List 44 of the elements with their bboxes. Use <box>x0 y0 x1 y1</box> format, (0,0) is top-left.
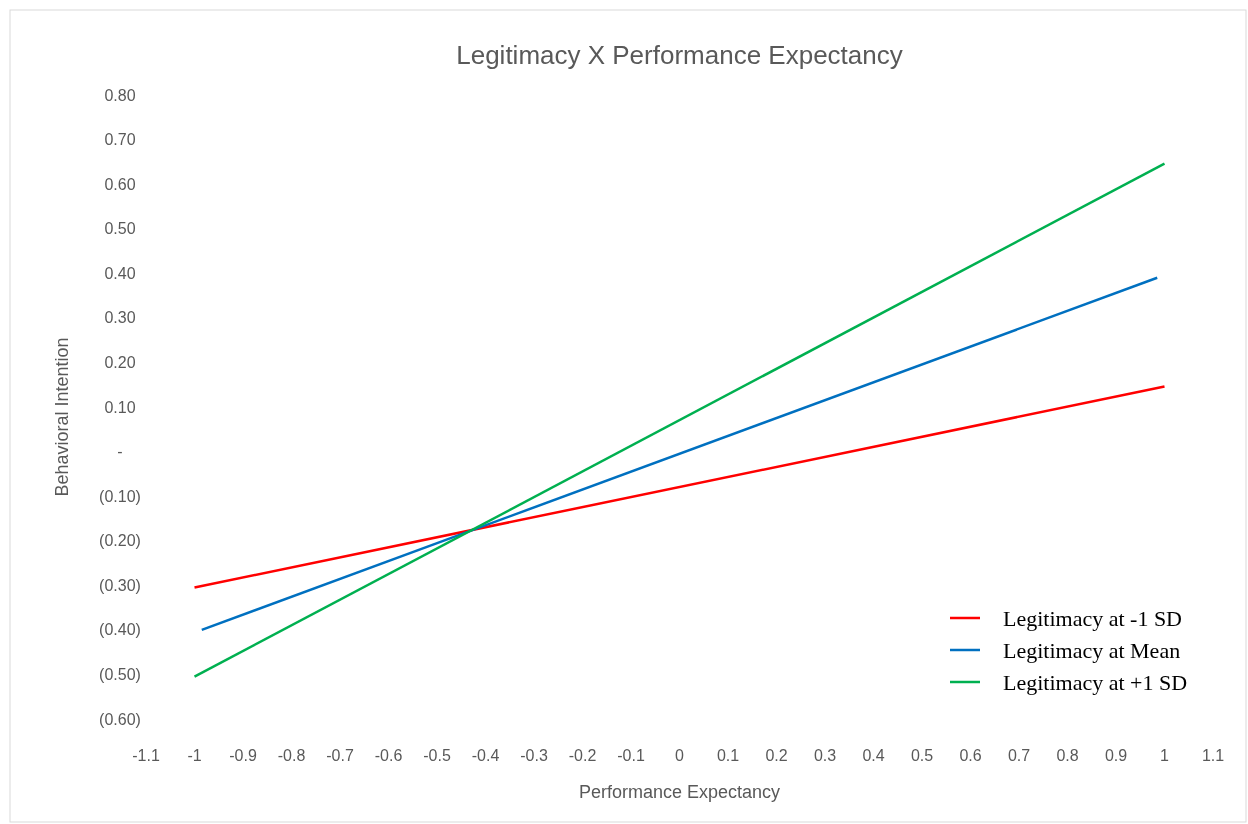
x-tick-label: 1.1 <box>1201 747 1225 764</box>
x-tick-label: 0.1 <box>716 747 740 764</box>
y-tick-label: (0.60) <box>99 710 141 728</box>
x-tick-label: 0.5 <box>910 747 934 764</box>
legend-label: Legitimacy at +1 SD <box>1003 669 1188 695</box>
x-tick-label: -0.1 <box>617 747 645 764</box>
chart-title: Legitimacy X Performance Expectancy <box>456 40 903 70</box>
x-tick-label: 0.2 <box>765 747 788 764</box>
x-tick-label: 0 <box>675 747 685 764</box>
x-tick-label: 0.9 <box>1104 747 1128 764</box>
y-tick-label: 0.10 <box>104 398 136 416</box>
x-tick-label: 0.7 <box>1007 747 1031 764</box>
legend-label: Legitimacy at -1 SD <box>1003 605 1183 631</box>
x-tick-label: -1 <box>187 747 202 764</box>
x-tick-label: -0.6 <box>374 747 403 764</box>
x-tick-label: -0.8 <box>277 747 306 764</box>
x-tick-label: 1 <box>1160 747 1170 764</box>
x-tick-label: -1.1 <box>132 747 160 764</box>
legend-label: Legitimacy at Mean <box>1003 637 1181 663</box>
y-tick-label: 0.20 <box>104 354 136 372</box>
y-tick-label: (0.40) <box>99 621 141 639</box>
x-tick-label: 0.6 <box>959 747 982 764</box>
x-tick-label: -0.3 <box>520 747 548 764</box>
x-tick-label: -0.5 <box>423 747 451 764</box>
x-tick-label: -0.9 <box>229 747 257 764</box>
y-tick-label: 0.80 <box>104 86 136 104</box>
y-tick-label: (0.50) <box>99 666 141 684</box>
y-tick-label: 0.50 <box>104 220 136 238</box>
x-tick-label: -0.2 <box>568 747 597 764</box>
y-tick-label: (0.10) <box>99 487 141 505</box>
x-tick-label: 0.3 <box>813 747 837 764</box>
x-tick-label: -0.7 <box>326 747 354 764</box>
y-axis-title: Behavioral Intention <box>52 337 72 497</box>
y-tick-label: 0.60 <box>104 175 136 193</box>
y-tick-label: (0.20) <box>99 532 141 550</box>
x-tick-label: 0.8 <box>1056 747 1079 764</box>
y-tick-label: 0.30 <box>104 309 136 327</box>
x-tick-label: -0.4 <box>471 747 500 764</box>
x-axis-title: Performance Expectancy <box>578 782 781 802</box>
y-tick-label: (0.30) <box>99 576 141 594</box>
y-tick-label: - <box>117 443 123 461</box>
y-tick-label: 0.40 <box>104 264 136 282</box>
x-tick-label: 0.4 <box>862 747 885 764</box>
y-tick-label: 0.70 <box>104 131 136 149</box>
